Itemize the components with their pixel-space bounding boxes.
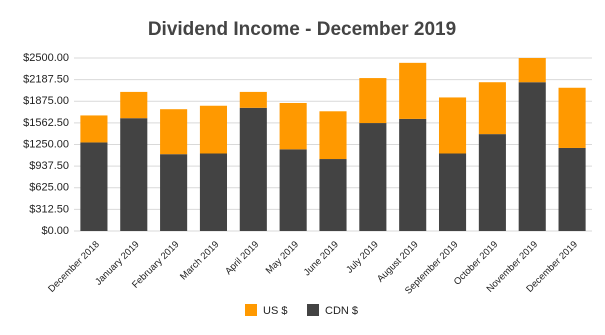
- bar-segment: [239, 91, 267, 108]
- bar-segment: [438, 97, 467, 154]
- legend-swatch: [307, 304, 319, 316]
- y-tick-label: $2187.50: [23, 74, 69, 86]
- y-tick-label: $1250.00: [23, 138, 69, 150]
- y-tick-label: $1875.00: [23, 95, 69, 107]
- bar-segment: [438, 153, 467, 231]
- legend-label: US $: [263, 305, 287, 317]
- bar-segment: [80, 142, 108, 231]
- legend-label: CDN $: [325, 305, 358, 317]
- bar-segment: [359, 123, 387, 231]
- bar-segment: [399, 62, 427, 119]
- x-tick-label: May 2019: [264, 239, 301, 276]
- x-tick-label: April 2019: [223, 239, 261, 277]
- bar-segment: [160, 154, 188, 231]
- y-tick-label: $0.00: [41, 225, 69, 237]
- bar-segment: [319, 111, 347, 160]
- bar-segment: [558, 87, 586, 148]
- chart-title: Dividend Income - December 2019: [148, 19, 456, 40]
- x-tick-label: March 2019: [178, 239, 221, 282]
- bar-segment: [279, 149, 307, 231]
- y-tick-label: $625.00: [29, 182, 69, 194]
- bar-segment: [319, 159, 347, 231]
- x-tick-label: June 2019: [302, 239, 341, 278]
- bar-segment: [80, 115, 108, 143]
- bar-segment: [359, 78, 387, 124]
- y-tick-label: $1562.50: [23, 117, 69, 129]
- y-tick-label: $312.50: [29, 203, 69, 215]
- bar-segment: [279, 102, 307, 150]
- y-tick-label: $2500.00: [23, 52, 69, 64]
- bar-segment: [558, 147, 586, 231]
- x-tick-label: December 2018: [46, 239, 102, 295]
- bar-segment: [120, 91, 148, 119]
- bar-segment: [478, 82, 506, 135]
- bar-segment: [518, 58, 546, 83]
- bar-segment: [399, 118, 427, 231]
- bar-segment: [239, 107, 267, 231]
- bar-segment: [160, 109, 188, 155]
- bar-segment: [120, 118, 148, 231]
- bar-segment: [518, 82, 546, 231]
- legend-swatch: [245, 304, 257, 316]
- bar-segment: [199, 153, 228, 231]
- bar-segment: [478, 134, 506, 231]
- y-tick-label: $937.50: [29, 160, 69, 172]
- x-tick-label: July 2019: [344, 239, 381, 276]
- bar-segment: [199, 105, 228, 154]
